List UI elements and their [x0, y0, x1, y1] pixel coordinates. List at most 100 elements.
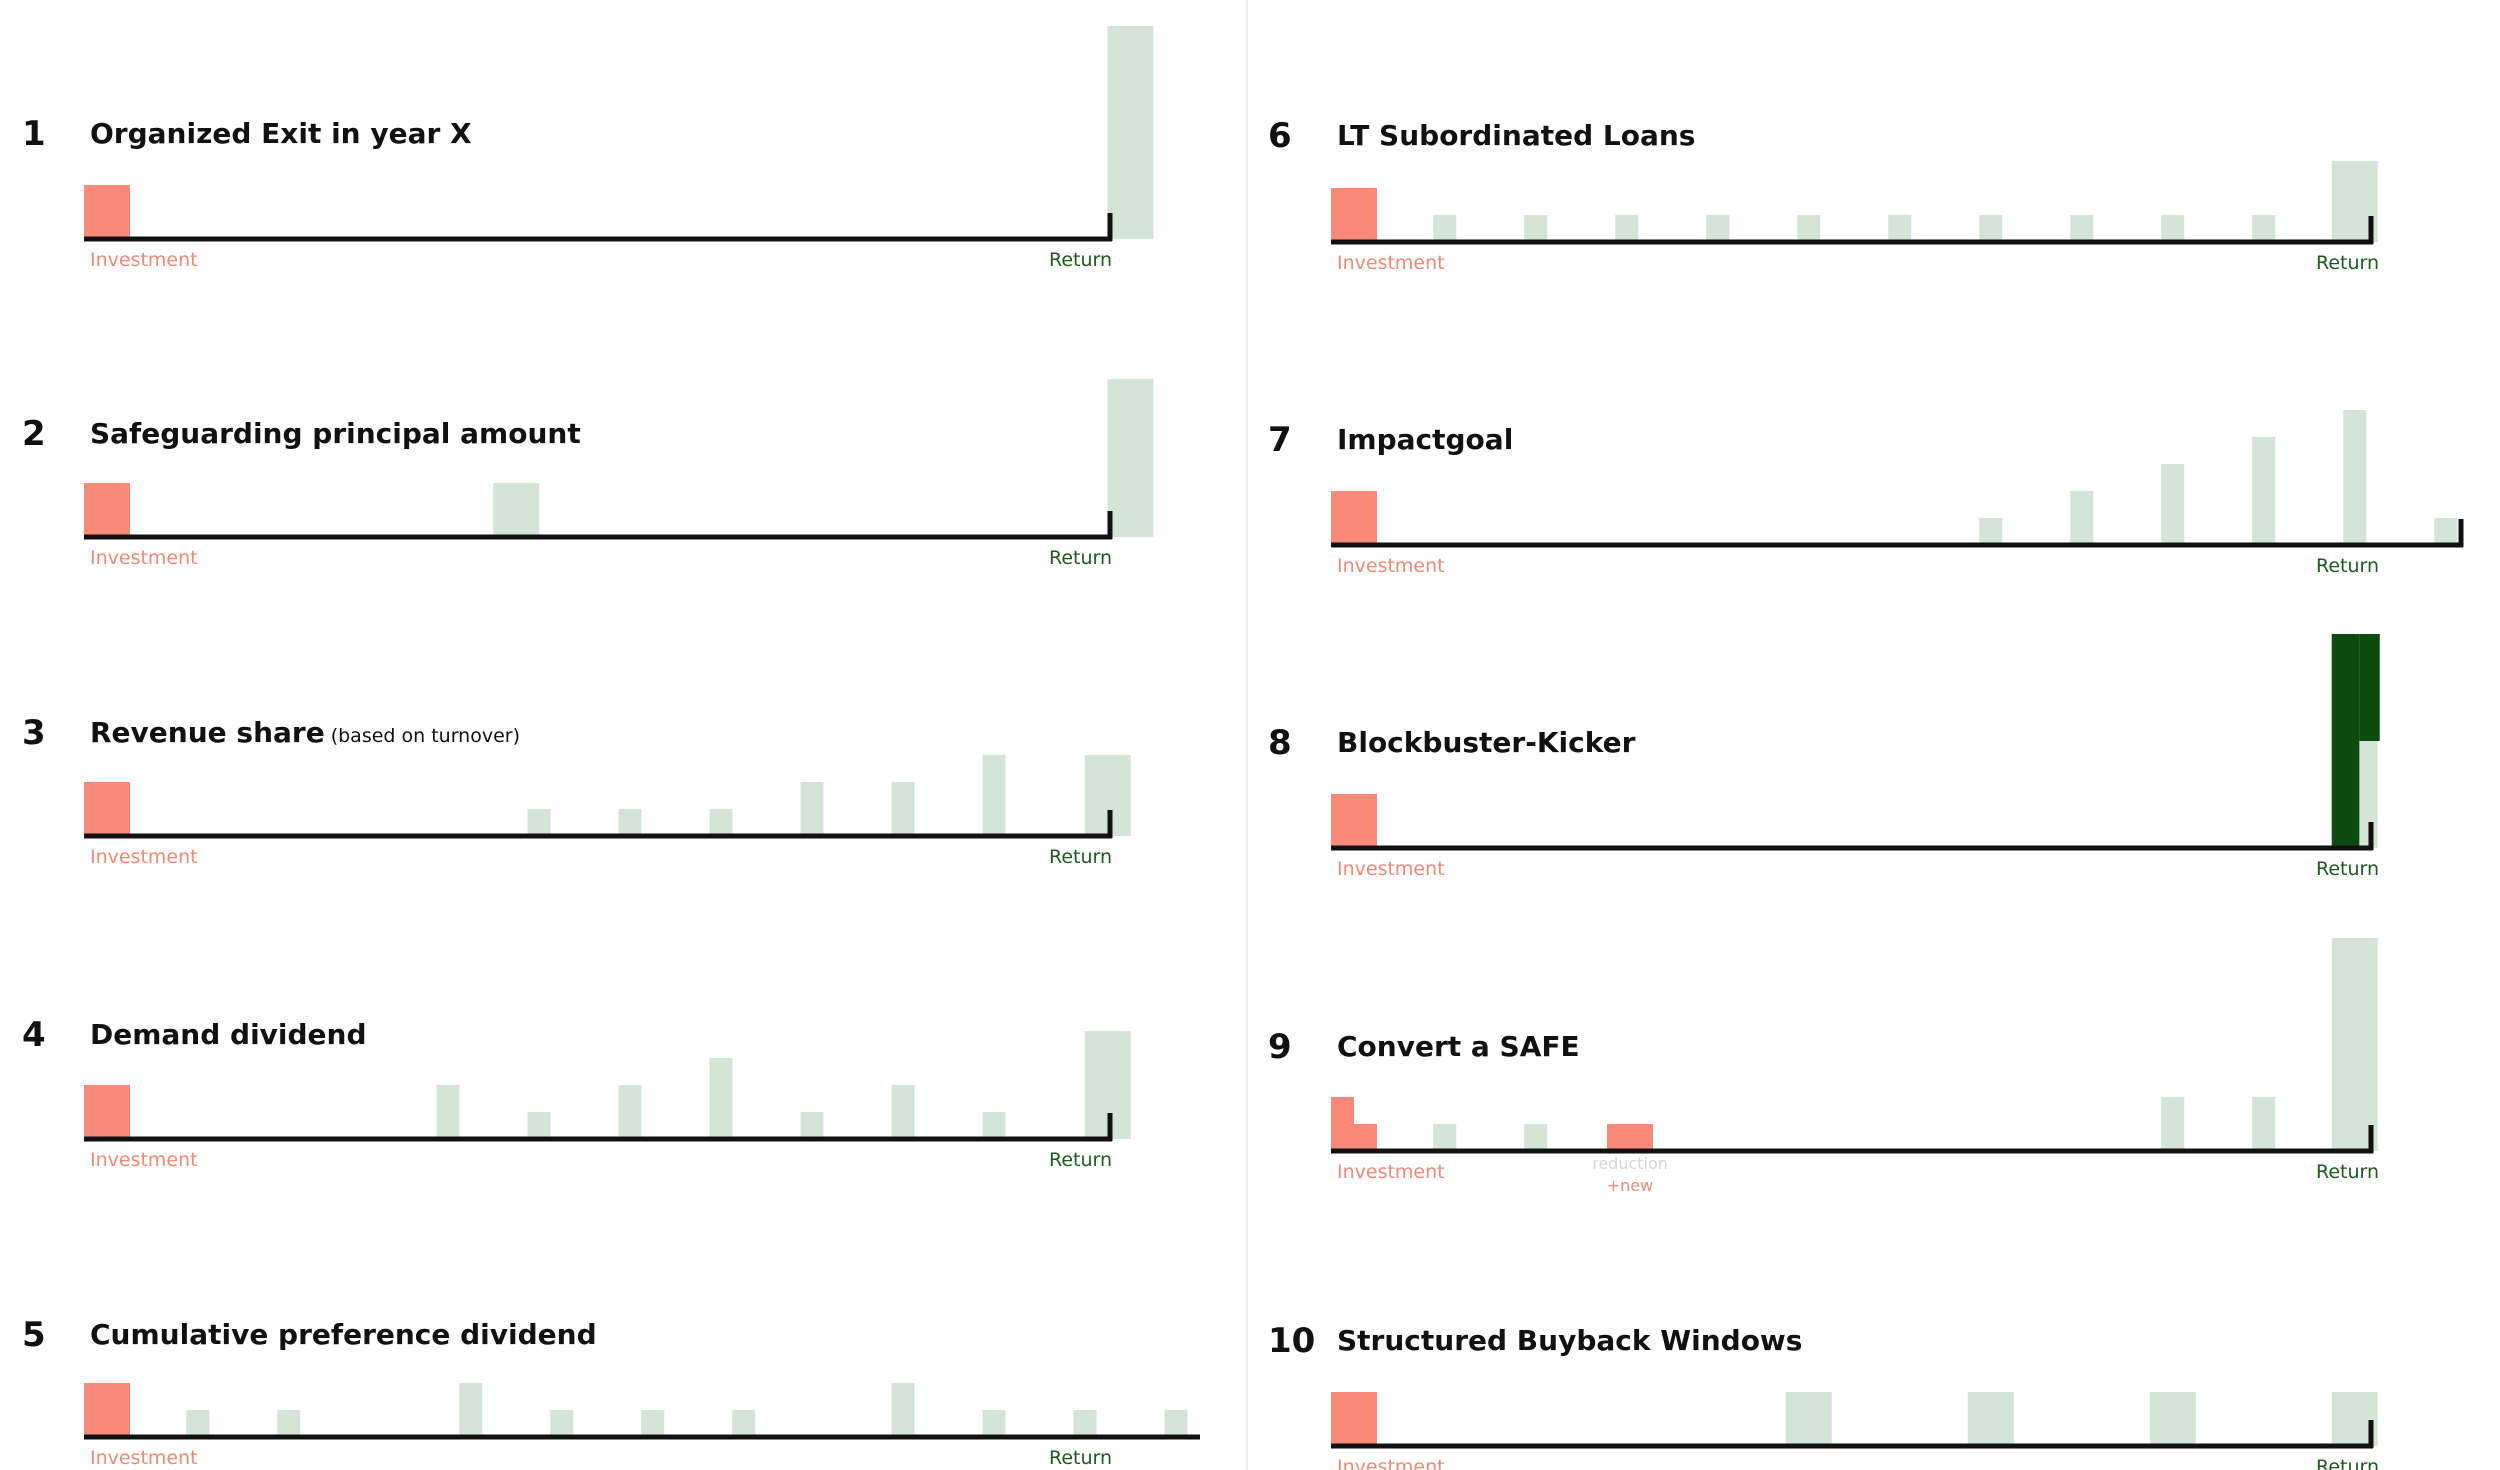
panel-9-new-investment-bar: [1607, 1124, 1653, 1151]
panel-3-subtitle: (based on turnover): [331, 725, 520, 747]
panel-1-title: Organized Exit in year X: [90, 117, 472, 150]
panel-4-return-bar-2: [527, 1112, 551, 1139]
panel-1-investment-label: Investment: [90, 249, 198, 271]
panel-4-investment-bar: [84, 1085, 130, 1139]
panel-6-return-bar-9: [2161, 215, 2185, 242]
panel-2-investment-label: Investment: [90, 547, 198, 569]
panel-6-number: 6: [1268, 116, 1292, 156]
panel-5-return-bar-9: [1073, 1410, 1097, 1437]
panel-5-investment-label: Investment: [90, 1447, 198, 1469]
panel-7-title: Impactgoal: [1337, 423, 1513, 456]
panel-4-return-bar-4: [709, 1058, 733, 1139]
panel-10-return-bar-2: [1967, 1392, 2014, 1446]
panel-7-return-bar-3: [2161, 464, 2185, 545]
panel-6-title: LT Subordinated Loans: [1337, 119, 1695, 152]
panel-1-number: 1: [22, 114, 46, 154]
panel-10-return-bar-1: [1785, 1392, 1832, 1446]
panel-7-return-label: Return: [2316, 555, 2379, 577]
panel-10-investment-label: Investment: [1337, 1456, 1445, 1470]
panel-4-return-bar-1: [436, 1085, 460, 1139]
panel-7-return-bar-6: [2434, 518, 2458, 545]
panel-6-return-label: Return: [2316, 252, 2379, 274]
panel-8-investment-label: Investment: [1337, 858, 1445, 880]
panel-10-return-label: Return: [2316, 1456, 2379, 1470]
panel-10-number: 10: [1268, 1321, 1315, 1361]
panel-6-investment-label: Investment: [1337, 252, 1445, 274]
panel-5-investment-bar: [84, 1383, 130, 1437]
panel-6-return-bar-7: [1979, 215, 2003, 242]
panel-2-return-bar-1: [493, 483, 540, 537]
panel-8-title: Blockbuster-Kicker: [1337, 726, 1636, 759]
panel-3-return-bar-4: [800, 782, 824, 836]
panel-5-return-bar-4: [550, 1410, 574, 1437]
panel-10-return-bar-3: [2149, 1392, 2196, 1446]
panel-3-title: Revenue share: [90, 716, 325, 749]
panel-7-return-bar-4: [2252, 437, 2276, 545]
panel-10-title: Structured Buyback Windows: [1337, 1324, 1802, 1357]
panel-10-investment-bar: [1331, 1392, 1377, 1446]
panel-7-number: 7: [1268, 420, 1292, 460]
panel-7-return-bar-5: [2343, 410, 2367, 545]
panel-9-number: 9: [1268, 1027, 1292, 1067]
panel-6-return-bar-10: [2252, 215, 2276, 242]
panel-9-investment-step: [1354, 1124, 1377, 1151]
panel-4-return-bar-5: [800, 1112, 824, 1139]
panel-8-investment-bar: [1331, 794, 1377, 848]
panel-5-return-bar-10: [1164, 1410, 1188, 1437]
panel-5-return-bar-3: [459, 1383, 483, 1437]
panel-4-number: 4: [22, 1015, 46, 1055]
panel-4-investment-label: Investment: [90, 1149, 198, 1171]
panel-4-return-bar-6: [891, 1085, 915, 1139]
panel-5-return-bar-1: [186, 1410, 210, 1437]
panel-3-return-bar-2: [618, 809, 642, 836]
panel-5-return-bar-2: [277, 1410, 301, 1437]
panel-7-return-bar-1: [1979, 518, 2003, 545]
panel-3-return-label: Return: [1049, 846, 1112, 868]
panel-5-return-label: Return: [1049, 1447, 1112, 1469]
panel-9-return-bar-5: [2331, 938, 2378, 1151]
panel-9-new-label: +new: [1607, 1176, 1653, 1195]
panel-3-investment-label: Investment: [90, 846, 198, 868]
panel-3-investment-bar: [84, 782, 130, 836]
panel-3-return-bar-6: [982, 755, 1006, 836]
panel-9-return-bar-4: [2252, 1097, 2276, 1151]
panel-8-kicker-bar: [2331, 634, 2360, 848]
panel-9-investment-label: Investment: [1337, 1161, 1445, 1183]
panel-2-return-label: Return: [1049, 547, 1112, 569]
panel-5-return-bar-6: [732, 1410, 756, 1437]
panel-6-return-bar-4: [1706, 215, 1730, 242]
panel-9-return-bar-2: [1524, 1124, 1548, 1151]
panel-9-return-bar-1: [1433, 1124, 1457, 1151]
panel-6-return-bar-3: [1615, 215, 1639, 242]
panel-6-return-bar-6: [1888, 215, 1912, 242]
panel-6-return-bar-8: [2070, 215, 2094, 242]
panel-6-investment-bar: [1331, 188, 1377, 242]
panel-6-return-bar-2: [1524, 215, 1548, 242]
panel-3-number: 3: [22, 713, 46, 753]
panel-5-return-bar-7: [891, 1383, 915, 1437]
panel-2-number: 2: [22, 414, 46, 454]
panel-5-title: Cumulative preference dividend: [90, 1318, 597, 1351]
panel-1-return-bar-1: [1107, 26, 1154, 239]
panel-7-return-bar-2: [2070, 491, 2094, 545]
panel-9-return-bar-3: [2161, 1097, 2185, 1151]
panel-5-number: 5: [22, 1315, 46, 1355]
panel-7-investment-label: Investment: [1337, 555, 1445, 577]
panel-1-return-label: Return: [1049, 249, 1112, 271]
panel-4-return-label: Return: [1049, 1149, 1112, 1171]
panel-5-return-bar-8: [982, 1410, 1006, 1437]
panel-2-investment-bar: [84, 483, 130, 537]
panel-8-kicker-top: [2359, 634, 2380, 741]
panel-9-investment-bar: [1331, 1097, 1354, 1151]
panel-5-return-bar-5: [641, 1410, 665, 1437]
panel-9-reduction-label: reduction: [1592, 1154, 1668, 1173]
panel-4-return-bar-7: [982, 1112, 1006, 1139]
panel-6-return-bar-5: [1797, 215, 1821, 242]
panel-3-return-bar-3: [709, 809, 733, 836]
panel-2-title: Safeguarding principal amount: [90, 417, 581, 450]
panel-4-title: Demand dividend: [90, 1018, 367, 1051]
panel-3-return-bar-5: [891, 782, 915, 836]
panel-9-title: Convert a SAFE: [1337, 1030, 1580, 1063]
panel-1-investment-bar: [84, 185, 130, 239]
